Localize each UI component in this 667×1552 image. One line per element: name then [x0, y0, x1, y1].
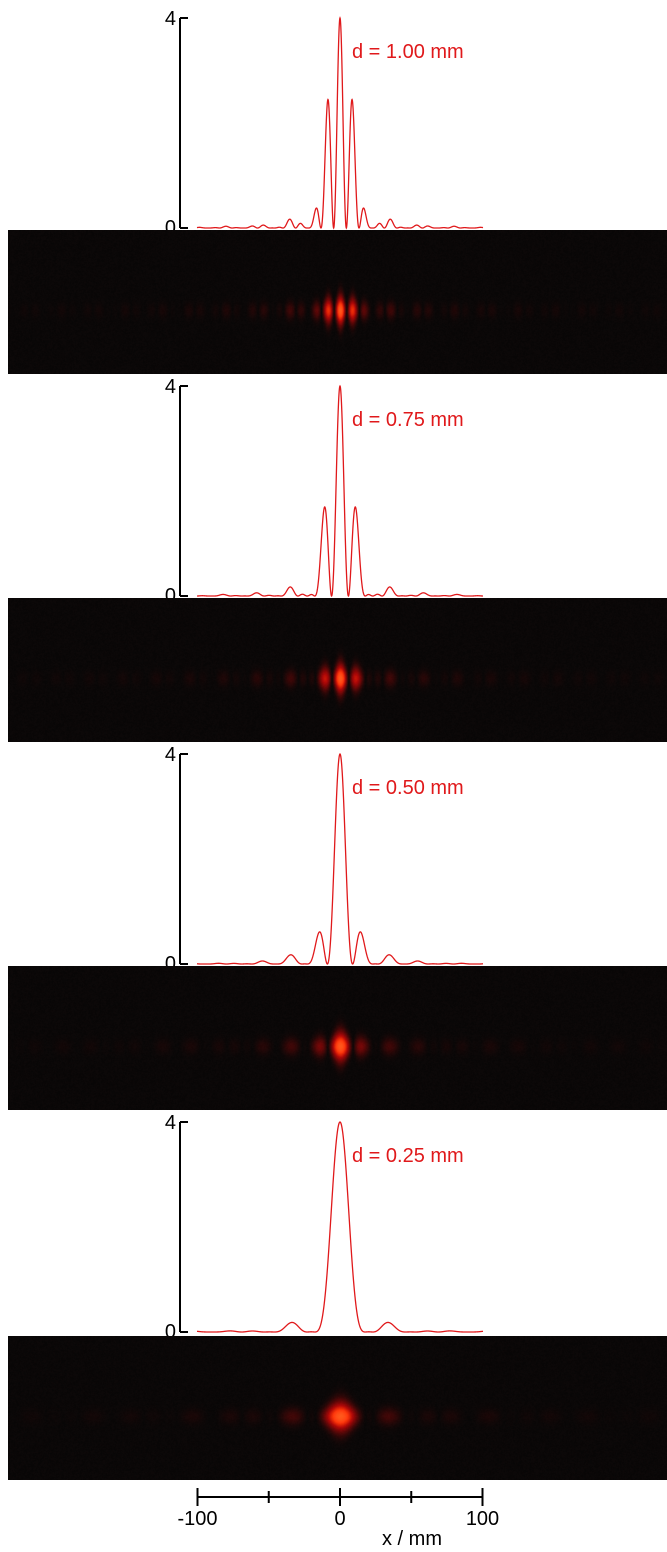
fringe-photo-1: [8, 230, 667, 374]
y-tick-label: 4: [165, 8, 176, 30]
x-axis-label: x / mm: [382, 1528, 442, 1550]
x-tick-label: 0: [334, 1508, 345, 1530]
y-tick-label: 4: [165, 744, 176, 766]
slit-separation-label: d = 0.50 mm: [352, 777, 464, 799]
slit-separation-label: d = 1.00 mm: [352, 41, 464, 63]
x-tick-label: -100: [177, 1508, 217, 1530]
x-tick-label: 100: [466, 1508, 499, 1530]
fringe-photo-4: [8, 1336, 667, 1480]
fringe-photo-2: [8, 598, 667, 742]
fringe-photo-3: [8, 966, 667, 1110]
y-tick-label: 4: [165, 376, 176, 398]
y-tick-label: 4: [165, 1112, 176, 1134]
slit-separation-label: d = 0.25 mm: [352, 1145, 464, 1167]
slit-separation-label: d = 0.75 mm: [352, 409, 464, 431]
